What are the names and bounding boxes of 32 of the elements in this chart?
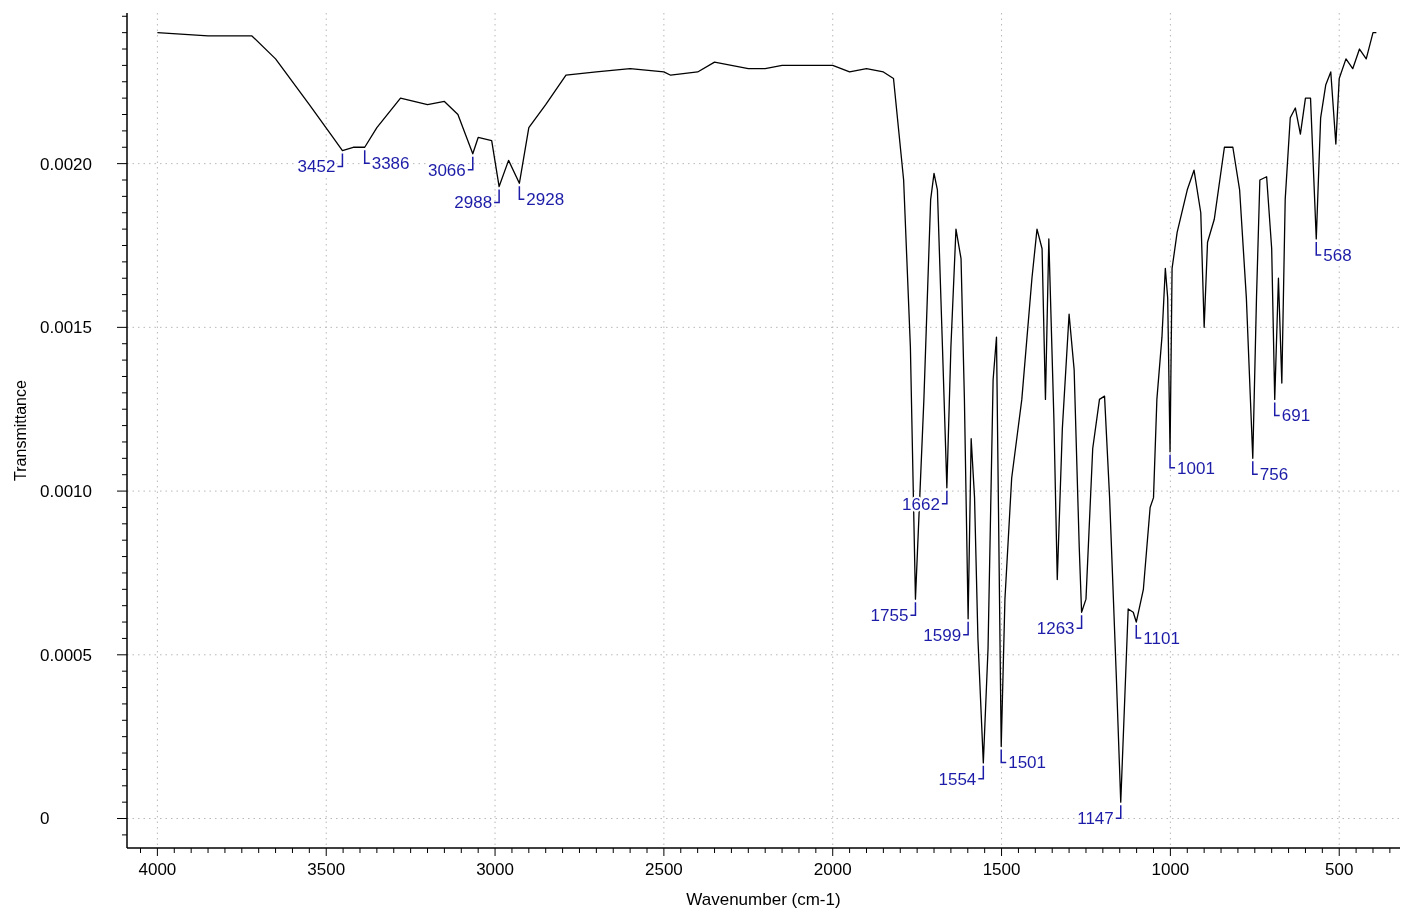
annotation: 1599 — [923, 625, 962, 645]
y-tick-label: 0.0020 — [40, 154, 92, 174]
y-tick-label: 0 — [40, 809, 50, 829]
annotation: 1001 — [1177, 458, 1215, 478]
annotation: 1501 — [1008, 753, 1047, 773]
annotation: 3066 — [427, 160, 466, 180]
annotation: 1147 — [1077, 809, 1114, 829]
x-tick-label: 3500 — [307, 860, 346, 879]
x-tick-label: 4000 — [138, 860, 177, 879]
y-tick-label: 0.0005 — [40, 645, 92, 665]
x-tick-label: 2500 — [644, 860, 683, 879]
x-tick-label: 1500 — [982, 860, 1021, 879]
x-tick-label: 500 — [1325, 860, 1354, 879]
annotation: 1263 — [1036, 619, 1075, 639]
annotation: 756 — [1259, 465, 1289, 485]
y-tick-label: 0.0015 — [40, 318, 92, 338]
y-axis-title: Transmittance — [12, 380, 29, 481]
line-series — [156, 32, 1378, 803]
annotation: 2988 — [454, 193, 493, 213]
annotation: 1755 — [870, 606, 909, 626]
annotation: 3386 — [371, 154, 410, 174]
x-tick-label: 3000 — [476, 860, 514, 879]
x-tick-label: 1000 — [1151, 860, 1190, 879]
annotation: 1554 — [938, 769, 977, 789]
x-axis-title: Wavenumber (cm-1) — [686, 890, 841, 909]
annotation: 568 — [1323, 245, 1352, 265]
x-tick-label: 2000 — [813, 860, 852, 879]
annotation: 2928 — [526, 190, 565, 210]
annotation: 691 — [1281, 406, 1311, 426]
annotation: 3452 — [297, 157, 336, 177]
annotation: 1101 — [1143, 629, 1180, 649]
y-tick-label: 0.0010 — [40, 482, 92, 502]
